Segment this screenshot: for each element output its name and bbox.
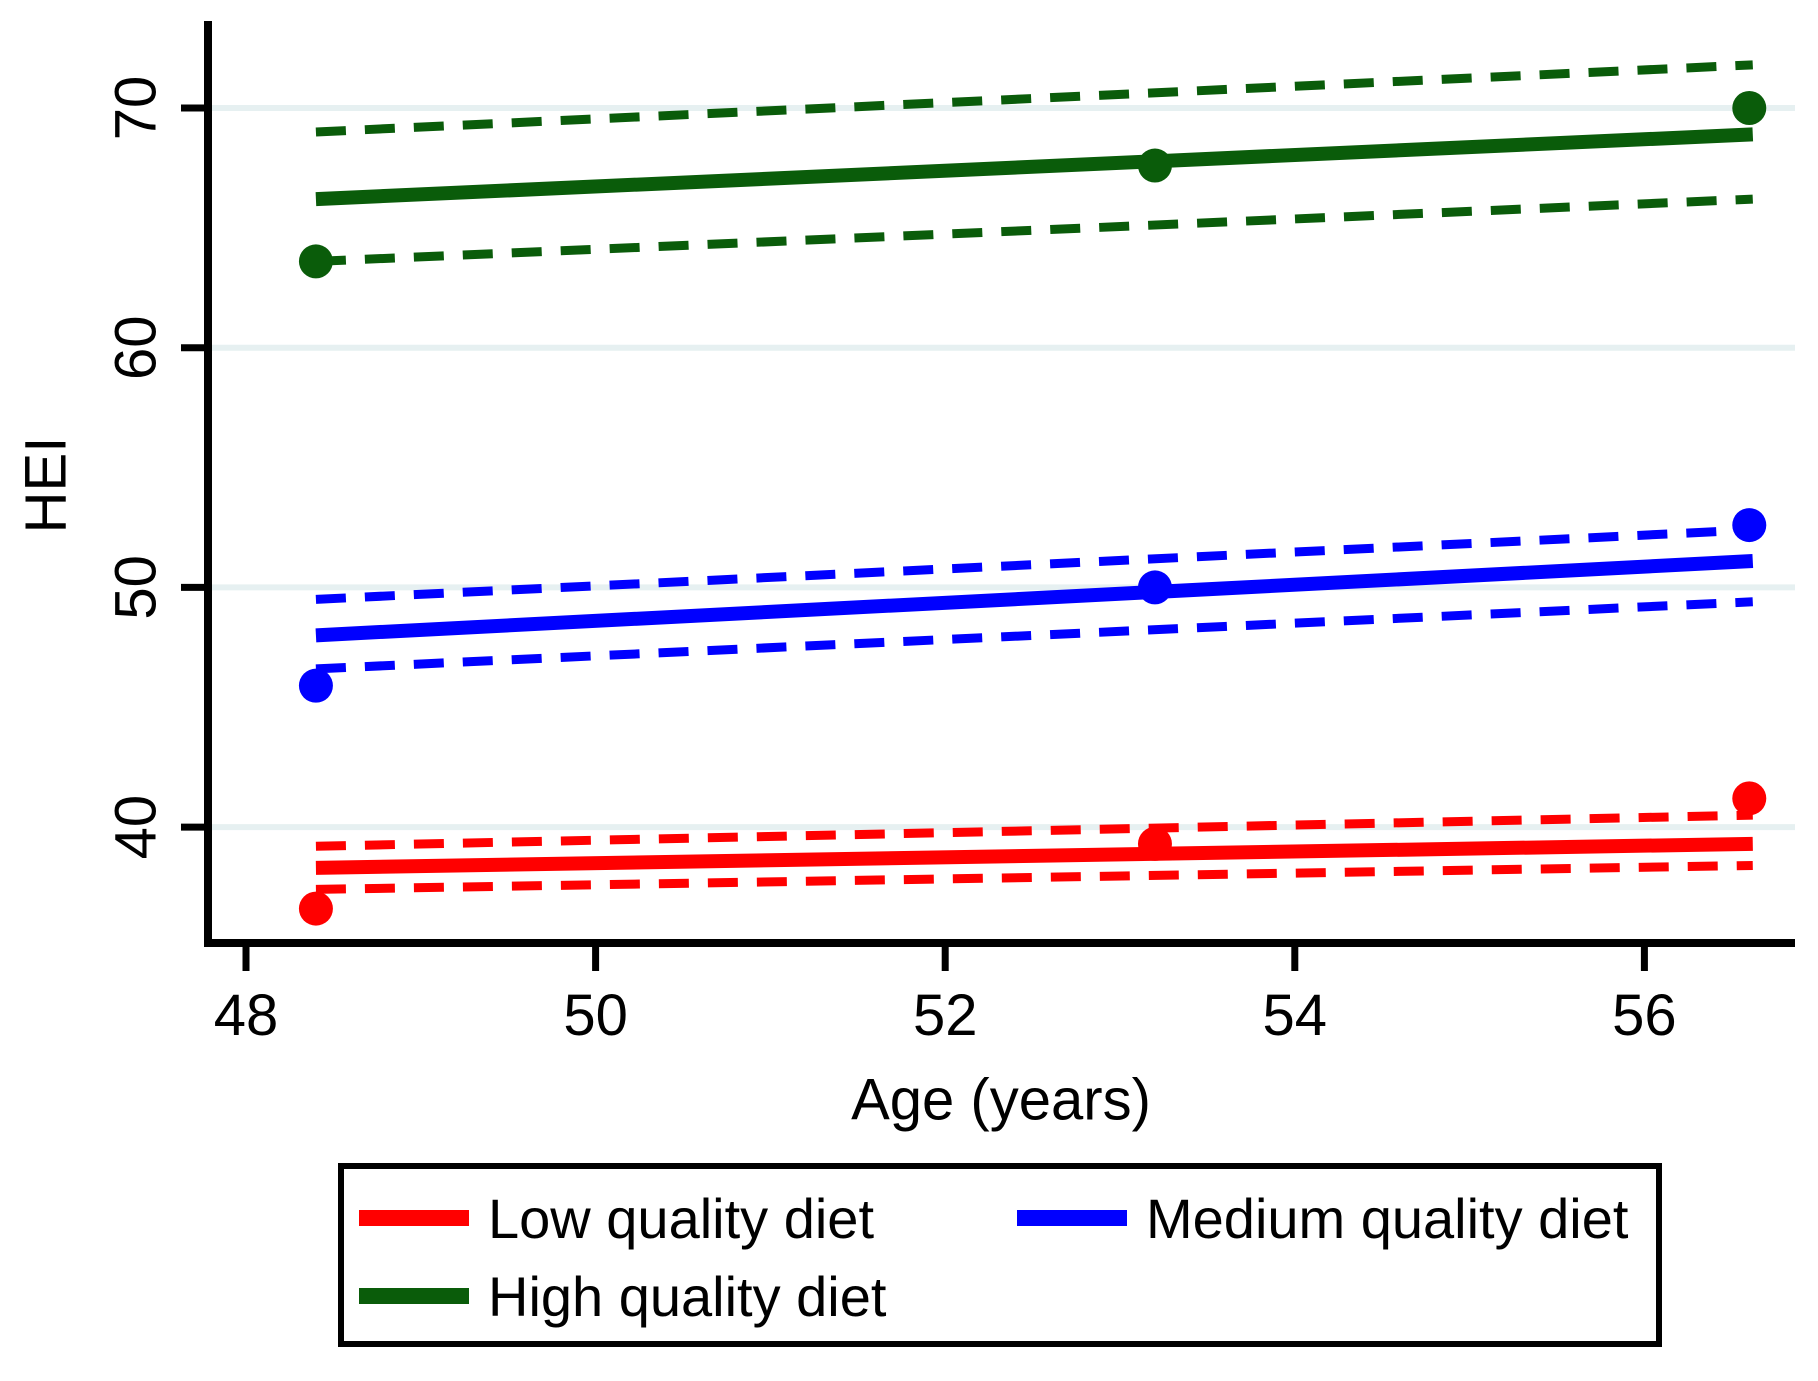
legend-entry-low: Low quality diet — [344, 1179, 1002, 1257]
series-high-ci-lower — [315, 194, 1753, 266]
legend-entry-high: High quality diet — [344, 1257, 1002, 1335]
legend-swatch-medium — [1017, 1210, 1127, 1226]
series-low-marker-1 — [1137, 826, 1172, 861]
legend-grid: Low quality diet Medium quality diet Hig… — [344, 1169, 1656, 1335]
series-medium-marker-2 — [1732, 508, 1767, 543]
series-medium-marker-1 — [1137, 570, 1172, 605]
x-tick-label-56: 56 — [1612, 983, 1677, 1048]
x-tick-label-50: 50 — [563, 983, 628, 1048]
series-high-marker-1 — [1137, 148, 1172, 183]
series-low-ci-lower — [315, 860, 1753, 894]
x-tick-label-52: 52 — [913, 983, 978, 1048]
series-high-marker-0 — [298, 244, 333, 279]
y-tick-label-70: 70 — [104, 76, 169, 141]
y-axis-title: HEI — [13, 436, 79, 534]
series-low-ci-upper — [315, 810, 1753, 851]
series-medium-fit-line — [315, 554, 1754, 643]
series-medium-marker-0 — [298, 668, 333, 703]
legend-label-high: High quality diet — [488, 1264, 887, 1328]
series-high-marker-2 — [1732, 91, 1767, 125]
x-tick-label-54: 54 — [1263, 983, 1328, 1048]
legend-swatch-high — [359, 1288, 469, 1304]
series-medium-ci-upper — [315, 525, 1753, 604]
x-tick-label-48: 48 — [214, 983, 279, 1048]
series-low-marker-0 — [298, 891, 333, 926]
y-tick-label-40: 40 — [104, 795, 169, 860]
legend-entry-medium: Medium quality diet — [1002, 1179, 1656, 1257]
y-tick-label-60: 60 — [104, 315, 169, 380]
legend-label-medium: Medium quality diet — [1146, 1186, 1629, 1250]
x-axis-title: Age (years) — [851, 1067, 1151, 1133]
legend-swatch-low — [359, 1210, 469, 1226]
series-medium-ci-lower — [315, 597, 1753, 674]
legend: Low quality diet Medium quality diet Hig… — [338, 1163, 1662, 1347]
series-low-fit-line — [315, 836, 1753, 875]
legend-label-low: Low quality diet — [488, 1186, 875, 1250]
series-high-ci-upper — [315, 60, 1753, 137]
y-tick-label-50: 50 — [104, 555, 169, 620]
series-high-fit-line — [315, 127, 1754, 207]
series-low-marker-2 — [1732, 781, 1767, 816]
